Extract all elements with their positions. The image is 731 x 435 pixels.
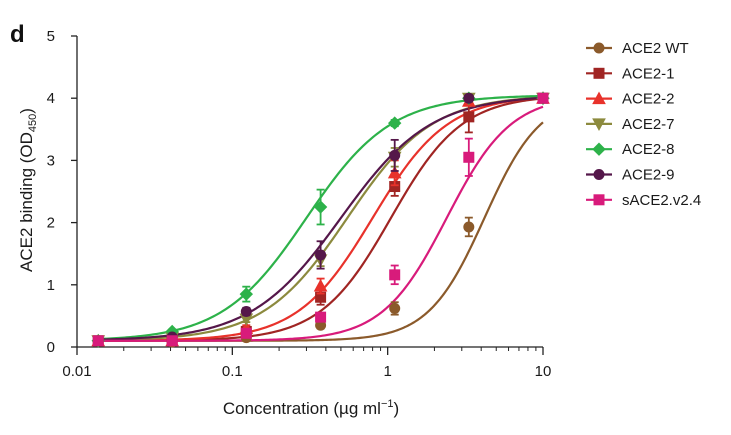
axes: 0 1 2 3 4 5 0.01 0.1 1 10 [47, 28, 552, 380]
x-tick-label: 1 [383, 363, 391, 380]
x-axis-label-text: Concentration (µg ml [223, 399, 381, 418]
panel-label: d [10, 21, 25, 48]
point-sace2-v2-4 [537, 92, 549, 104]
y-tick-label: 1 [47, 277, 55, 294]
legend-marker-ace2-wt [593, 42, 605, 54]
data-markers [91, 91, 550, 348]
legend-label-ace2-wt: ACE2 WT [622, 40, 689, 57]
x-tick-label: 0.1 [222, 363, 243, 380]
legend-marker-ace2-1 [593, 67, 605, 79]
point-sace2-v2-4 [463, 151, 475, 163]
fit-curve-ace2-wt [98, 121, 544, 342]
legend-label-ace2-7: ACE2-7 [622, 116, 675, 133]
legend-marker-ace2-2 [592, 91, 606, 105]
point-ace2-wt [389, 302, 401, 314]
legend-marker-ace2-9 [593, 169, 605, 180]
point-ace2-9 [240, 306, 252, 318]
point-ace2-1 [463, 111, 475, 123]
x-axis-label-suffix: ) [394, 399, 400, 418]
legend-marker-sace2-v2-4 [593, 194, 605, 206]
point-ace2-2 [387, 165, 402, 179]
point-sace2-v2-4 [166, 335, 178, 347]
point-ace2-9 [389, 149, 401, 161]
legend-label-ace2-8: ACE2-8 [622, 141, 675, 158]
point-sace2-v2-4 [389, 269, 401, 281]
y-tick-label: 3 [47, 152, 55, 169]
y-axis-label-sub: 450 [27, 114, 39, 132]
y-tick-label: 0 [47, 339, 55, 356]
y-axis-label-text: ACE2 binding (OD [17, 132, 36, 272]
y-tick-label: 5 [47, 28, 55, 45]
point-ace2-8 [387, 116, 402, 130]
x-tick-label: 0.01 [62, 363, 91, 380]
point-sace2-v2-4 [240, 327, 252, 339]
point-sace2-v2-4 [315, 311, 327, 323]
y-axis-label-suffix: ) [17, 108, 36, 114]
x-axis-label: Concentration (µg ml−1) [223, 398, 399, 418]
y-axis-label: ACE2 binding (OD450) [17, 108, 39, 272]
point-ace2-9 [315, 249, 327, 261]
legend-label-sace2-v2-4: sACE2.v2.4 [622, 192, 701, 209]
y-tick-label: 2 [47, 215, 55, 232]
point-ace2-wt [463, 221, 475, 233]
legend: ACE2 WT ACE2-1 ACE2-2 ACE2-7 ACE2-8 ACE2-9 sAC… [586, 40, 701, 209]
x-axis-label-sup: −1 [381, 398, 394, 410]
point-ace2-9 [463, 92, 475, 104]
legend-label-ace2-1: ACE2-1 [622, 65, 675, 82]
legend-label-ace2-9: ACE2-9 [622, 167, 675, 184]
y-tick-label: 4 [47, 90, 55, 107]
legend-marker-ace2-8 [592, 142, 606, 156]
point-ace2-8 [313, 200, 328, 214]
point-ace2-8 [239, 287, 254, 301]
legend-label-ace2-2: ACE2-2 [622, 91, 675, 108]
point-sace2-v2-4 [92, 335, 104, 347]
legend-marker-ace2-7 [592, 118, 606, 131]
x-tick-label: 10 [535, 363, 552, 380]
point-ace2-2 [313, 278, 328, 292]
